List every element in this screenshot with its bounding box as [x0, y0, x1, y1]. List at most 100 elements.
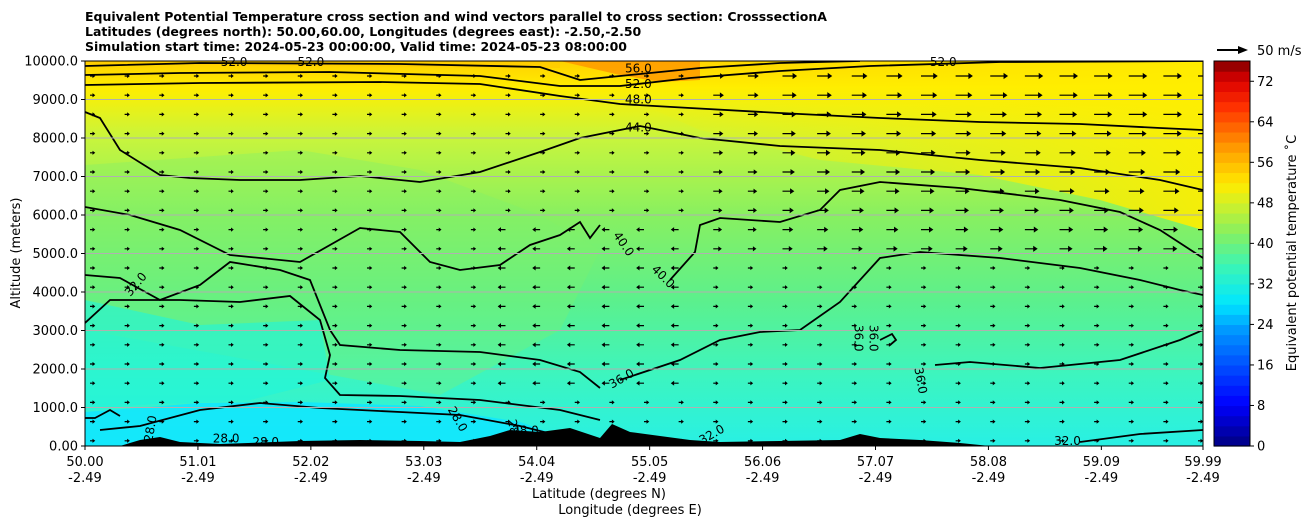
wind-arrow [159, 265, 165, 271]
wind-arrow [159, 112, 165, 117]
wind-arrow [644, 208, 650, 213]
colorbar-band [1214, 385, 1250, 396]
wind-arrow [670, 303, 679, 309]
wind-arrow [470, 73, 477, 79]
wind-arrow [609, 131, 615, 136]
wind-arrow [297, 189, 303, 194]
wind-arrow [401, 361, 407, 367]
wind-arrow [228, 361, 234, 367]
wind-arrow [228, 189, 234, 194]
wind-arrow [601, 227, 610, 233]
wind-arrow [1163, 207, 1179, 214]
wind-arrow [532, 284, 541, 290]
wind-arrow [159, 246, 165, 251]
wind-arrow [990, 111, 1007, 118]
wind-arrow [497, 265, 506, 271]
wind-arrow [297, 169, 303, 175]
wind-arrow [401, 438, 407, 443]
wind-arrow [124, 342, 130, 347]
wind-arrow [574, 73, 580, 79]
wind-arrow [1163, 419, 1169, 424]
wind-arrow [532, 323, 541, 329]
wind-arrow [228, 400, 234, 405]
x-tick-label-lat: 50.00 [66, 455, 103, 470]
wind-arrow [159, 93, 165, 98]
contour-36-b [619, 251, 1203, 381]
wind-arrow [297, 131, 303, 136]
wind-arrow [90, 246, 96, 251]
wind-arrow [1198, 342, 1203, 347]
wind-arrow [367, 419, 373, 424]
wind-arrow [1024, 207, 1039, 214]
wind-arrow [297, 73, 303, 79]
wind-arrow [532, 303, 541, 309]
wind-arrow [817, 149, 831, 156]
wind-arrow [297, 227, 303, 232]
wind-arrow [851, 323, 857, 328]
wind-arrow [1024, 381, 1031, 386]
wind-arrow [817, 381, 823, 386]
chart-title: Equivalent Potential Temperature cross s… [85, 9, 827, 54]
contour-label: 52.0 [221, 55, 248, 69]
terrain [120, 424, 990, 446]
wind-arrow [1163, 400, 1169, 405]
wind-arrow [1024, 149, 1041, 156]
wind-arrow [540, 438, 546, 443]
x-tick-label-lat: 58.08 [970, 455, 1007, 470]
colorbar-tick-label: 32 [1257, 277, 1274, 292]
wind-arrow [297, 304, 303, 309]
wind-arrow [1094, 304, 1100, 309]
wind-arrow [470, 265, 477, 271]
wind-arrow [228, 73, 234, 79]
wind-arrow [1163, 188, 1180, 195]
wind-arrow [955, 285, 961, 290]
wind-arrow [747, 246, 757, 252]
wind-arrow [367, 189, 373, 194]
wind-arrow [540, 400, 546, 405]
wind-arrow [1059, 304, 1065, 309]
colorbar-band [1214, 172, 1250, 184]
wind-arrow [401, 419, 407, 424]
wind-arrow [332, 246, 338, 251]
wind-arrow [1128, 226, 1144, 233]
wind-arrow [505, 189, 511, 194]
wind-arrow [1128, 419, 1134, 424]
wind-arrow [297, 361, 303, 367]
wind-arrow [1198, 400, 1203, 405]
wind-arrow [601, 380, 610, 386]
wind-arrow [851, 342, 857, 347]
wind-arrow [713, 73, 725, 79]
wind-arrow [297, 342, 303, 347]
wind-arrow [124, 419, 130, 424]
wind-arrow [782, 342, 788, 347]
wind-arrow [436, 400, 442, 405]
wind-arrow [124, 112, 130, 117]
wind-arrow [159, 323, 165, 328]
colorbar-band [1214, 223, 1250, 234]
wind-arrow [817, 207, 829, 214]
wind-arrow [1198, 438, 1203, 443]
wind-arrow [678, 131, 684, 136]
wind-arrow [886, 419, 892, 424]
wind-arrow [566, 227, 575, 233]
wind-arrow [1059, 226, 1074, 233]
x-tick-label-lon: -2.49 [746, 471, 780, 486]
y-tick-label: 7000.0 [33, 170, 79, 185]
colorbar-band [1214, 253, 1250, 265]
wind-arrow [1163, 226, 1179, 233]
contour-label: 36.0 [911, 366, 929, 395]
wind-arrow [401, 112, 407, 117]
wind-arrow [747, 438, 754, 443]
wind-arrow [990, 245, 1003, 252]
wind-arrow [470, 304, 477, 309]
wind-arrow [955, 188, 970, 195]
wind-arrow [367, 304, 373, 309]
wind-arrow [713, 111, 724, 118]
wind-arrow [566, 380, 575, 386]
wind-arrow [124, 150, 130, 155]
wind-arrow [124, 93, 130, 98]
wind-arrow [1094, 323, 1100, 328]
wind-arrow [159, 131, 165, 136]
wind-arrow [886, 342, 892, 347]
wind-arrow [470, 342, 477, 347]
